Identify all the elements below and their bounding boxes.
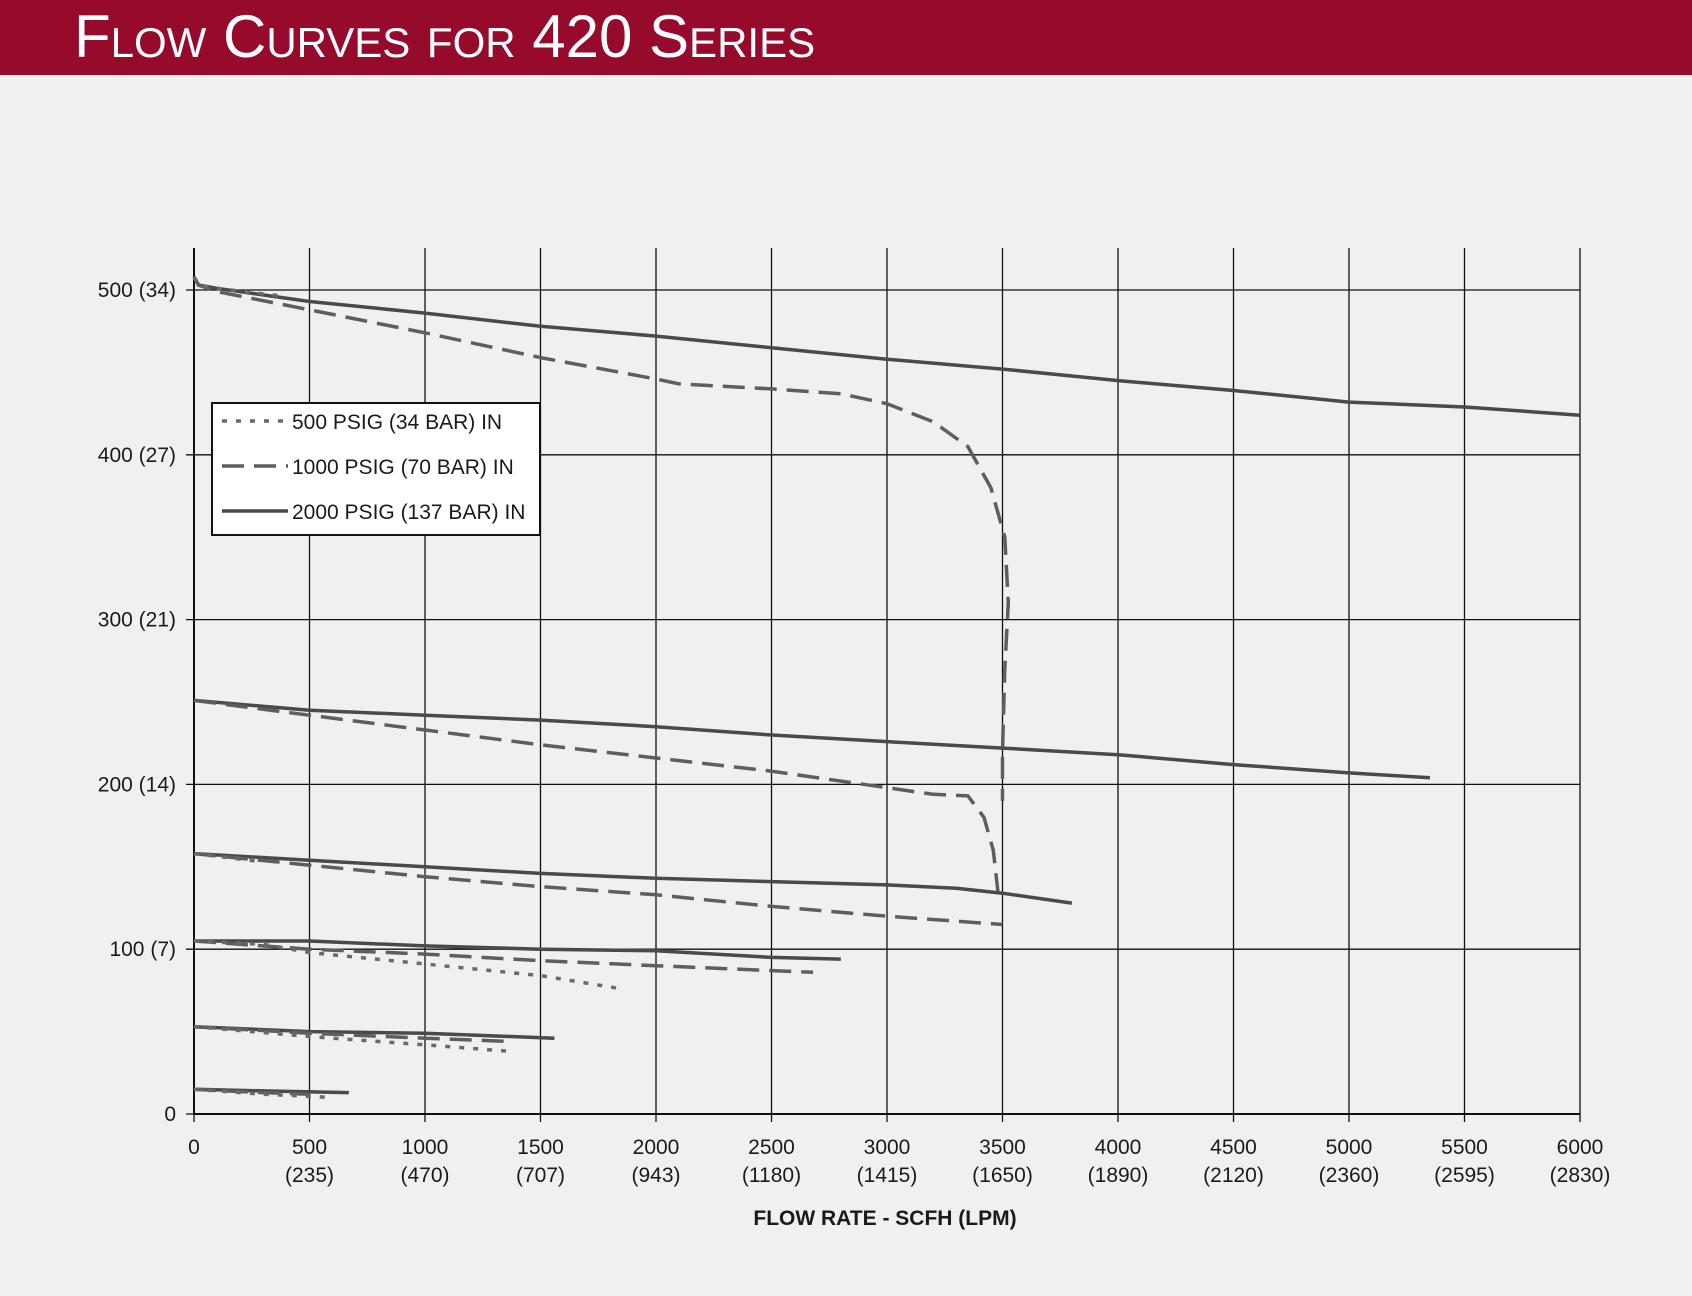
title-banner: Flow Curves for 420 Series — [0, 0, 1692, 75]
x-tick-label: 3500 — [979, 1136, 1026, 1159]
series-line-dotted — [193, 1024, 511, 1054]
x-axis-title: FLOW RATE - SCFH (LPM) — [753, 1207, 1016, 1230]
x-tick-label: 6000 — [1557, 1136, 1604, 1159]
series-line-dashed — [193, 1087, 310, 1096]
page-title: Flow Curves for 420 Series — [74, 3, 816, 70]
x-tick-label: 500 — [292, 1136, 327, 1159]
legend-box — [211, 402, 541, 536]
x-tick-label: 0 — [188, 1136, 200, 1159]
y-tick-label: 0 — [164, 1103, 176, 1126]
x-tick-label: 1500 — [517, 1136, 564, 1159]
series-line-solid — [194, 939, 841, 961]
series-line-dashed — [193, 698, 1000, 892]
x-tick-sublabel: (2120) — [1203, 1164, 1264, 1187]
x-tick-sublabel: (2830) — [1550, 1164, 1611, 1187]
x-tick-sublabel: (1650) — [972, 1164, 1033, 1187]
x-tick-sublabel: (707) — [516, 1164, 565, 1187]
x-tick-label: 2000 — [633, 1136, 680, 1159]
x-tick-sublabel: (470) — [400, 1164, 449, 1187]
x-tick-label: 1000 — [402, 1136, 449, 1159]
y-tick-label: 200 (14) — [98, 773, 176, 796]
y-tick-label: 100 (7) — [109, 938, 176, 961]
legend-label: 1000 PSIG (70 BAR) IN — [292, 456, 514, 479]
series-line-dashed — [193, 851, 1003, 927]
series-line-dotted — [193, 1087, 333, 1100]
series-line-dotted — [193, 939, 622, 991]
series-line-dotted — [193, 851, 264, 864]
x-tick-sublabel: (2595) — [1434, 1164, 1495, 1187]
x-tick-sublabel: (1415) — [857, 1164, 918, 1187]
series-group — [192, 275, 1581, 1100]
series-line-solid — [193, 1024, 555, 1040]
x-tick-label: 4000 — [1095, 1136, 1142, 1159]
legend-label: 500 PSIG (34 BAR) IN — [292, 411, 502, 434]
x-tick-label: 2500 — [748, 1136, 795, 1159]
x-tick-sublabel: (2360) — [1319, 1164, 1380, 1187]
y-tick-label: 300 (21) — [98, 609, 176, 632]
x-tick-sublabel: (1890) — [1088, 1164, 1149, 1187]
x-tick-label: 5500 — [1441, 1136, 1488, 1159]
x-tick-label: 3000 — [864, 1136, 911, 1159]
axis-ticks: 0 500 (235) 1000 (470) 1500 (707) 2000 (943) 2500… — [98, 279, 1611, 1187]
series-line-dotted — [192, 275, 287, 299]
legend-label: 2000 PSIG (137 BAR) IN — [292, 501, 525, 524]
x-tick-sublabel: (1180) — [742, 1164, 801, 1187]
y-tick-label: 400 (27) — [98, 444, 176, 467]
y-tick-label: 500 (34) — [98, 279, 176, 302]
x-tick-label: 5000 — [1326, 1136, 1373, 1159]
series-line-dashed — [193, 1024, 511, 1044]
x-tick-sublabel: (943) — [631, 1164, 680, 1187]
series-line-solid — [193, 698, 1431, 780]
series-line-dashed — [192, 275, 1011, 801]
x-tick-label: 4500 — [1210, 1136, 1257, 1159]
x-tick-sublabel: (235) — [285, 1164, 334, 1187]
series-line-solid — [193, 851, 1073, 905]
grid — [186, 248, 1581, 1122]
series-line-dashed — [193, 939, 814, 975]
legend: 500 PSIG (34 BAR) IN 1000 PSIG (70 BAR) I… — [211, 402, 541, 536]
